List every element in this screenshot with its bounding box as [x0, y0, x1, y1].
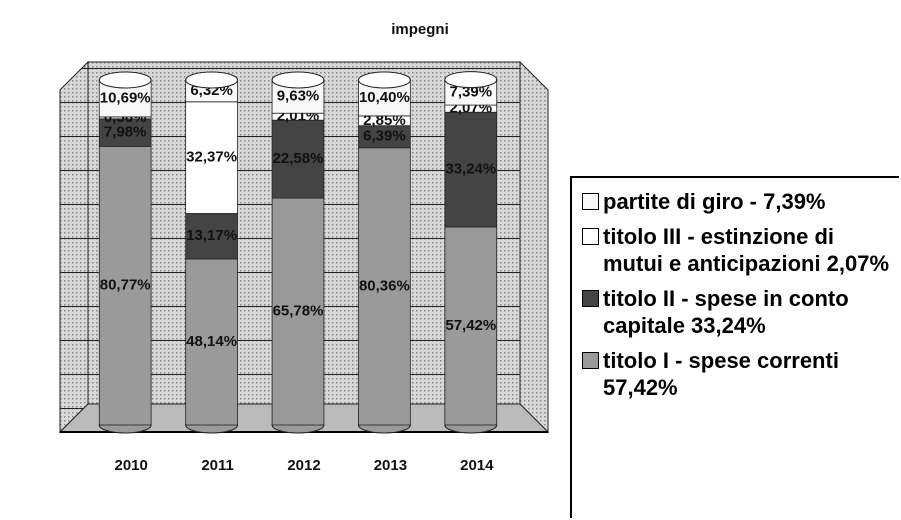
chart-title: impegni	[391, 21, 449, 38]
legend-label: titolo I - spese correnti 57,42%	[603, 348, 839, 400]
bar-segment	[271, 197, 325, 426]
legend-swatch	[582, 228, 599, 245]
legend-swatch	[582, 290, 599, 307]
x-tick-label: 2010	[115, 457, 148, 474]
value-label: 65,78%	[273, 302, 324, 319]
value-label: 33,24%	[445, 161, 496, 178]
x-tick-label: 2012	[287, 457, 320, 474]
legend-label: titolo III - estinzione di mutui e antic…	[603, 224, 890, 276]
legend-entry: titolo II - spese in conto capitale 33,2…	[582, 285, 893, 339]
value-label: 13,17%	[186, 227, 237, 244]
bar-segment	[358, 147, 411, 426]
cylinder-top	[357, 71, 411, 89]
legend-label: partite di giro - 7,39%	[603, 189, 826, 214]
legend-label: titolo II - spese in conto capitale 33,2…	[603, 286, 849, 338]
x-tick-label: 2011	[201, 457, 234, 474]
legend-entry: partite di giro - 7,39%	[582, 188, 893, 215]
value-label: 80,36%	[359, 277, 410, 294]
bar-segment	[185, 101, 238, 214]
bar-segment	[444, 226, 498, 426]
value-label: 10,69%	[100, 89, 151, 106]
cylinder-top	[98, 71, 152, 89]
legend: partite di giro - 7,39% titolo III - esti…	[570, 176, 899, 518]
legend-swatch	[582, 193, 599, 210]
value-label: 10,40%	[359, 89, 410, 106]
value-label: 9,63%	[277, 88, 320, 105]
side-wall	[59, 60, 89, 434]
x-tick-label: 2014	[460, 457, 494, 474]
value-label: 22,58%	[273, 150, 324, 167]
bar-segment	[271, 119, 325, 199]
bar-segment	[185, 258, 238, 426]
legend-entry: titolo I - spese correnti 57,42%	[582, 347, 893, 401]
value-label: 32,37%	[186, 149, 237, 166]
value-label: 57,42%	[445, 317, 496, 334]
bar-segment	[98, 145, 152, 426]
cylinder-top	[185, 71, 239, 89]
value-label: 7,39%	[450, 83, 493, 100]
value-label: 48,14%	[186, 333, 237, 350]
bar-segment	[185, 213, 238, 260]
legend-entry: titolo III - estinzione di mutui e antic…	[582, 223, 893, 277]
right-wall	[519, 60, 549, 434]
cylinder-top	[271, 71, 325, 89]
cylinder-top	[444, 71, 498, 89]
x-tick-label: 2013	[374, 457, 407, 474]
value-label: 80,77%	[100, 277, 151, 294]
legend-swatch	[582, 352, 599, 369]
value-label: 6,39%	[363, 128, 406, 145]
value-label: 7,98%	[104, 124, 147, 141]
